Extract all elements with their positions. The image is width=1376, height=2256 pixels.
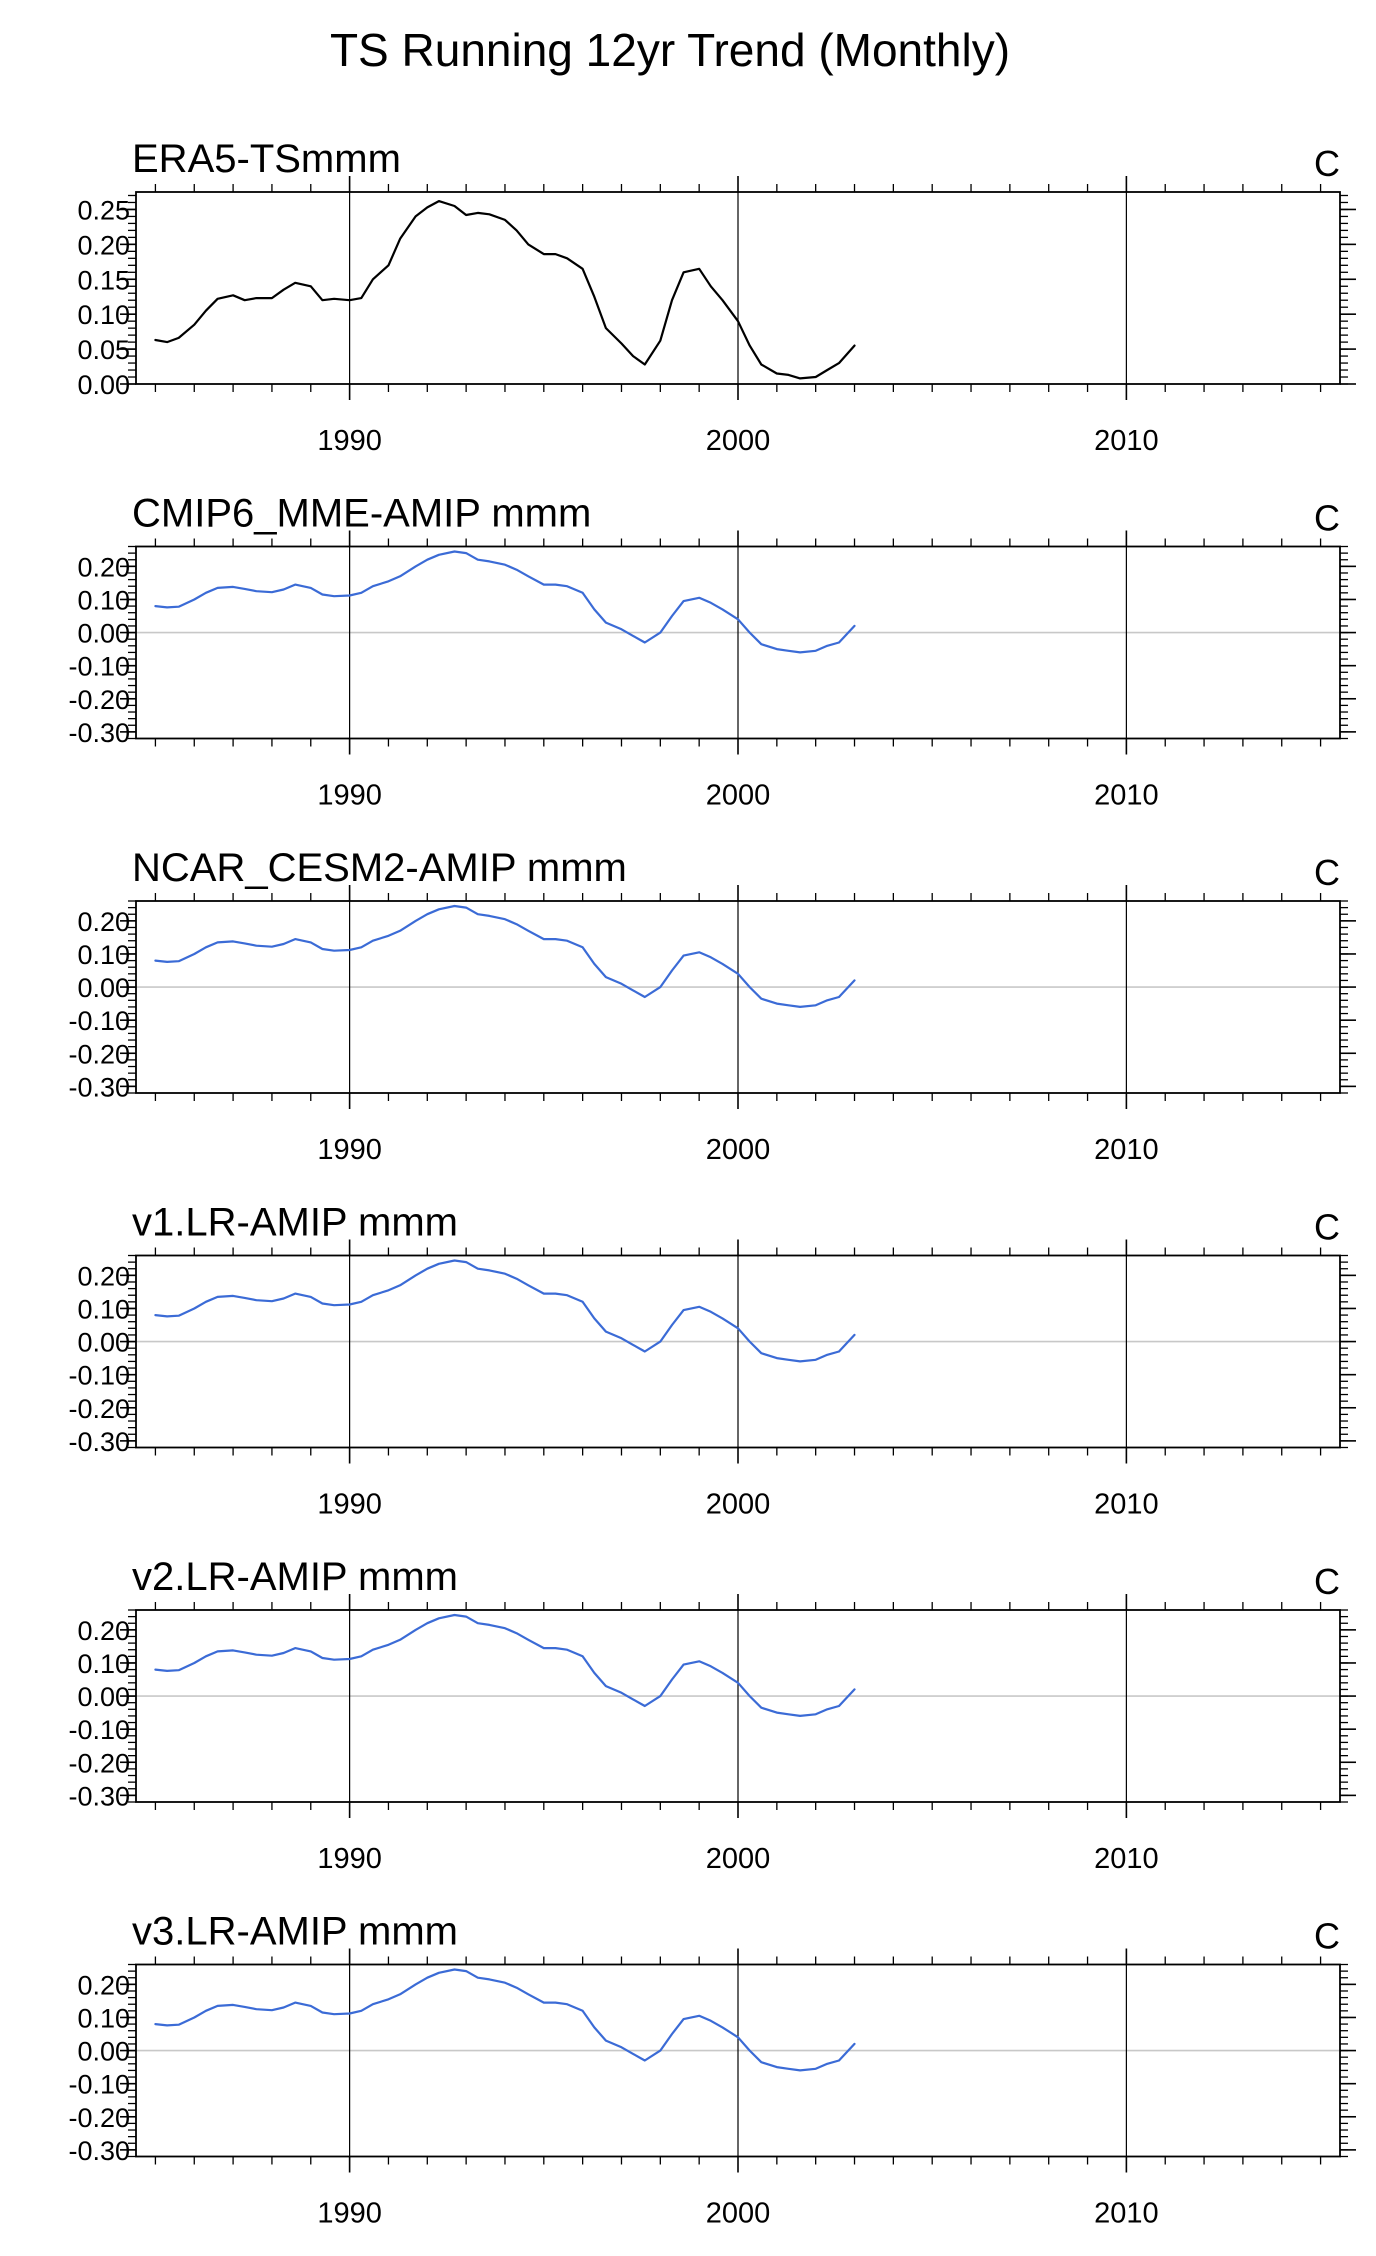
- plot-frame: [135, 1254, 1341, 1449]
- y-tick-label: 0.10: [77, 300, 130, 330]
- y-tick-label: 0.20: [77, 230, 130, 260]
- y-tick-label: -0.20: [68, 685, 130, 715]
- series-line: [154, 1613, 856, 1718]
- y-tick-label: -0.20: [68, 1748, 130, 1778]
- units-label: C: [1314, 852, 1340, 893]
- units-label: C: [1314, 498, 1340, 539]
- panel-title: ERA5-TSmmm: [132, 137, 401, 181]
- panel-title: v1.LR-AMIP mmm: [132, 1201, 458, 1245]
- x-tick-label: 2010: [1094, 2198, 1159, 2230]
- series-line: [154, 200, 856, 380]
- units-label: C: [1314, 1561, 1340, 1602]
- series-line: [154, 904, 856, 1009]
- y-tick-label: 0.20: [77, 907, 130, 937]
- x-tick-label: 1990: [317, 2198, 382, 2230]
- y-tick-label: 0.00: [77, 1682, 130, 1712]
- x-tick-label: 2000: [706, 2198, 771, 2230]
- panel-title: NCAR_CESM2-AMIP mmm: [132, 846, 627, 890]
- y-tick-label: 0.20: [77, 552, 130, 582]
- y-tick-label: -0.30: [68, 2136, 130, 2166]
- panel-title: v3.LR-AMIP mmm: [132, 1910, 458, 1954]
- y-tick-label: -0.10: [68, 652, 130, 682]
- panel-title: v2.LR-AMIP mmm: [132, 1555, 458, 1599]
- x-tick-label: 2000: [706, 1134, 771, 1166]
- y-tick-label: 0.00: [77, 370, 130, 400]
- panel-5: v2.LR-AMIP mmm C -0.30-0.20-0.100.000.100.…: [68, 1555, 1356, 1875]
- x-tick-label: 1990: [317, 780, 382, 812]
- y-tick-label: 0.10: [77, 585, 130, 615]
- y-tick-label: -0.20: [68, 1039, 130, 1069]
- figure-title: TS Running 12yr Trend (Monthly): [330, 24, 1010, 76]
- panel-3: NCAR_CESM2-AMIP mmm C-0.30-0.20-0.100.000…: [68, 846, 1356, 1166]
- panel-6: v3.LR-AMIP mmm C -0.30-0.20-0.100.00 0.100.…: [68, 1910, 1356, 2230]
- units-label: C: [1314, 1207, 1340, 1248]
- y-tick-label: 0.25: [77, 195, 130, 225]
- x-tick-label: 1990: [317, 425, 382, 457]
- y-tick-label: 0.10: [77, 2003, 130, 2033]
- series-line: [154, 550, 856, 654]
- series-line: [154, 1259, 856, 1363]
- plot-frame: [135, 900, 1341, 1094]
- series-line: [154, 1968, 856, 2072]
- panel-2: CMIP6_MME-AMIP mmm C -0.30-0.20-0.100.00 0.…: [68, 492, 1356, 812]
- panel-1: ERA5-TSmmm C 0.00 0.05 0.10 0.15 0.20 0.25 1990 2…: [77, 137, 1356, 457]
- units-label: C: [1314, 1916, 1340, 1957]
- plot-frame: [135, 545, 1341, 740]
- y-tick-label: -0.30: [68, 1427, 130, 1457]
- x-tick-label: 2010: [1094, 1843, 1159, 1875]
- x-tick-label: 1990: [317, 1489, 382, 1521]
- x-tick-label: 2000: [706, 1843, 771, 1875]
- y-tick-label: 0.05: [77, 335, 130, 365]
- plot-frame: [135, 1609, 1341, 1803]
- x-tick-label: 2000: [706, 1489, 771, 1521]
- x-tick-label: 1990: [317, 1843, 382, 1875]
- y-tick-label: 0.00: [77, 973, 130, 1003]
- panel-title: CMIP6_MME-AMIP mmm: [132, 492, 591, 536]
- y-tick-label: 0.10: [77, 1649, 130, 1679]
- y-tick-label: -0.20: [68, 2103, 130, 2133]
- y-tick-label: -0.30: [68, 1781, 130, 1811]
- y-tick-label: 0.20: [77, 1616, 130, 1646]
- y-tick-label: 0.00: [77, 619, 130, 649]
- y-tick-label: 0.00: [77, 1328, 130, 1358]
- y-tick-label: -0.10: [68, 1715, 130, 1745]
- panels: ERA5-TSmmm C 0.00 0.05 0.10 0.15 0.20 0.25 1990 2…: [68, 137, 1356, 2230]
- x-tick-label: 1990: [317, 1134, 382, 1166]
- y-tick-label: -0.10: [68, 1006, 130, 1036]
- plot-frame: [135, 1963, 1341, 2158]
- y-tick-label: 0.20: [77, 1261, 130, 1291]
- x-tick-label: 2010: [1094, 1134, 1159, 1166]
- x-tick-label: 2000: [706, 780, 771, 812]
- plot-frame: [135, 191, 1341, 385]
- y-tick-label: -0.10: [68, 2070, 130, 2100]
- y-tick-label: 0.00: [77, 2037, 130, 2067]
- y-tick-label: 0.10: [77, 1294, 130, 1324]
- panel-4: v1.LR-AMIP mmm C -0.30-0.20-0.100.00 0.100.…: [68, 1201, 1356, 1521]
- units-label: C: [1314, 143, 1340, 184]
- y-tick-label: -0.10: [68, 1361, 130, 1391]
- y-tick-label: -0.30: [68, 1072, 130, 1102]
- x-tick-label: 2010: [1094, 1489, 1159, 1521]
- y-tick-label: 0.20: [77, 1970, 130, 2000]
- x-tick-label: 2000: [706, 425, 771, 457]
- y-tick-label: 0.15: [77, 265, 130, 295]
- y-tick-label: 0.10: [77, 940, 130, 970]
- y-tick-label: -0.30: [68, 718, 130, 748]
- y-tick-label: -0.20: [68, 1394, 130, 1424]
- x-tick-label: 2010: [1094, 425, 1159, 457]
- x-tick-label: 2010: [1094, 780, 1159, 812]
